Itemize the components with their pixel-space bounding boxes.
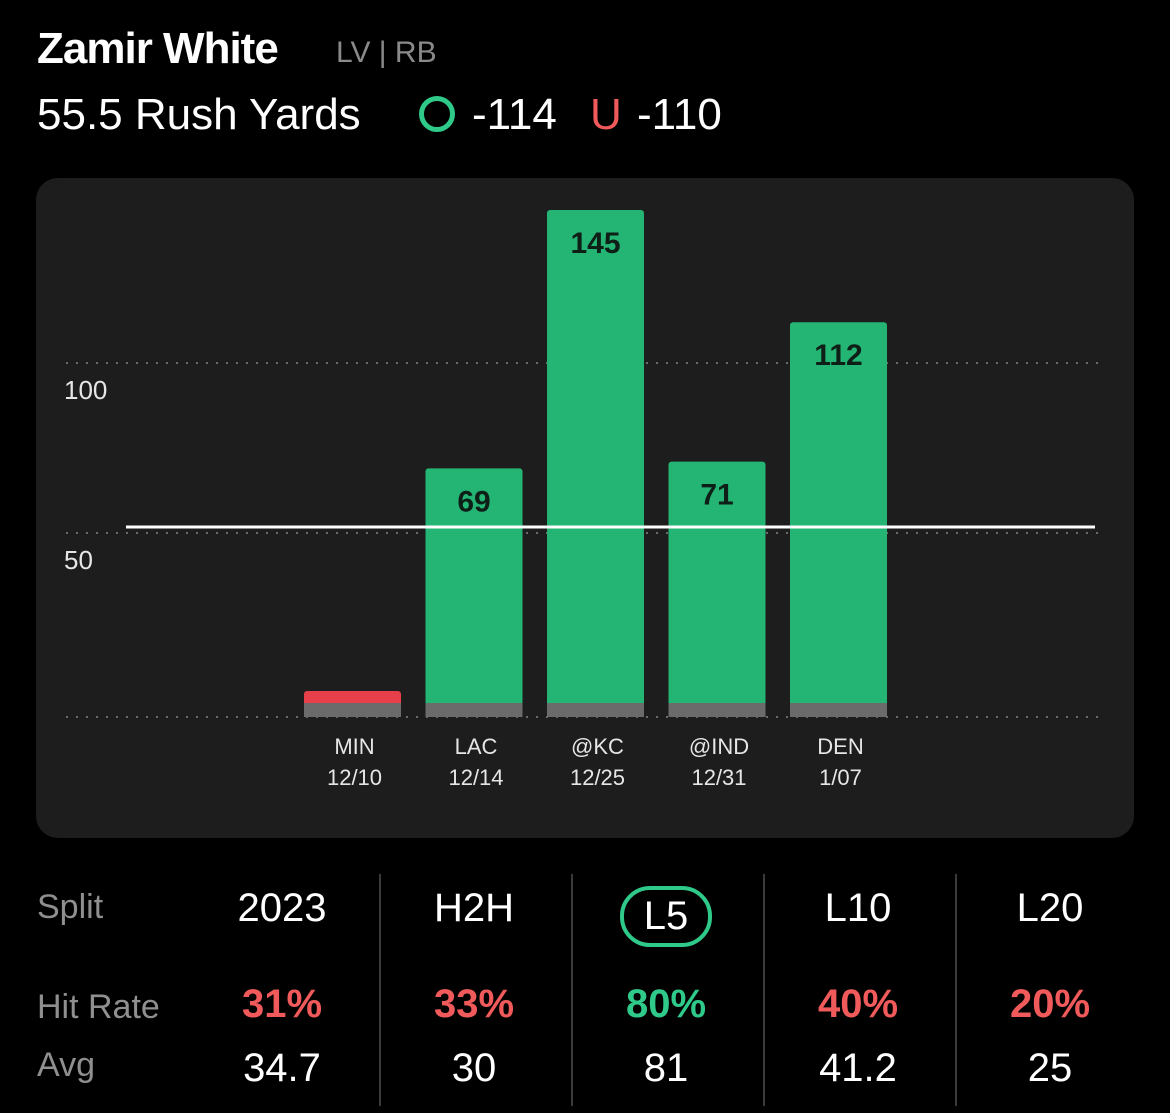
avg-value: 25 — [1027, 1046, 1073, 1090]
under-icon: U — [590, 90, 622, 139]
data-label: 112 — [814, 339, 862, 372]
x-tick-opponent: @KC — [571, 734, 624, 759]
hit-rate-value: 80% — [625, 982, 707, 1026]
player-name: Zamir White — [37, 24, 279, 73]
data-label: 69 — [457, 485, 490, 518]
under-odds[interactable]: -110 — [637, 90, 722, 139]
x-tick-opponent: MIN — [334, 734, 374, 759]
hit-rate-value: 31% — [241, 982, 323, 1026]
x-tick-opponent: LAC — [455, 734, 498, 759]
x-tick-date: 1/07 — [819, 765, 862, 790]
hit-rate-value: 20% — [1009, 982, 1091, 1026]
avg-value: 41.2 — [819, 1046, 897, 1090]
prop-line: 55.5 Rush Yards — [37, 90, 361, 139]
bar-base — [547, 703, 644, 717]
x-tick-date: 12/25 — [570, 765, 625, 790]
y-tick-label: 100 — [64, 375, 107, 405]
split-tab-label: L10 — [824, 886, 892, 930]
bar-base — [304, 703, 401, 717]
row-label-avg: Avg — [37, 1046, 95, 1084]
row-label-split: Split — [37, 888, 104, 926]
column-divider — [571, 874, 573, 1106]
row-label-hit-rate: Hit Rate — [37, 988, 160, 1026]
bar-chart: 50 100 MIN 12/10 69 LAC 12/14 145 @KC 12/25 71 @IND… — [64, 210, 1101, 790]
split-tab-l5[interactable]: L5 — [571, 886, 761, 947]
over-icon — [419, 96, 455, 132]
x-tick-date: 12/14 — [448, 765, 503, 790]
split-tab-h2h[interactable]: H2H — [379, 886, 569, 931]
column-divider — [955, 874, 957, 1106]
x-tick-opponent: DEN — [817, 734, 863, 759]
data-label: 145 — [570, 227, 620, 260]
column-divider — [763, 874, 765, 1106]
team-position: LV | RB — [336, 36, 437, 69]
avg-value: 30 — [451, 1046, 497, 1090]
bar — [425, 468, 523, 717]
bar — [547, 210, 644, 717]
chart-panel: 50 100 MIN 12/10 69 LAC 12/14 145 @KC 12/25 71 @IND… — [36, 178, 1134, 838]
split-tab-label: L5 — [619, 886, 713, 947]
split-tab-label: 2023 — [237, 886, 327, 930]
hit-rate-value: 33% — [433, 982, 515, 1026]
split-tab-l20[interactable]: L20 — [955, 886, 1145, 931]
x-tick-opponent: @IND — [689, 734, 749, 759]
bar — [790, 322, 887, 717]
bar-base — [425, 703, 523, 717]
data-label: 71 — [700, 479, 733, 512]
over-odds[interactable]: -114 — [472, 90, 557, 139]
split-tab-2023[interactable]: 2023 — [187, 886, 377, 931]
split-tab-l10[interactable]: L10 — [763, 886, 953, 931]
bar-base — [668, 703, 766, 717]
split-tab-label: H2H — [433, 886, 515, 930]
split-tab-label: L20 — [1016, 886, 1084, 930]
avg-value: 34.7 — [243, 1046, 321, 1090]
hit-rate-value: 40% — [817, 982, 899, 1026]
column-divider — [379, 874, 381, 1106]
bar-base — [790, 703, 887, 717]
x-tick-date: 12/10 — [327, 765, 382, 790]
y-tick-label: 50 — [64, 545, 93, 575]
x-tick-date: 12/31 — [691, 765, 746, 790]
avg-value: 81 — [643, 1046, 689, 1090]
split-table: Split Hit Rate Avg 2023 31% 34.7 H2H 33% 30 L5… — [0, 860, 1170, 1113]
bar — [668, 461, 766, 717]
